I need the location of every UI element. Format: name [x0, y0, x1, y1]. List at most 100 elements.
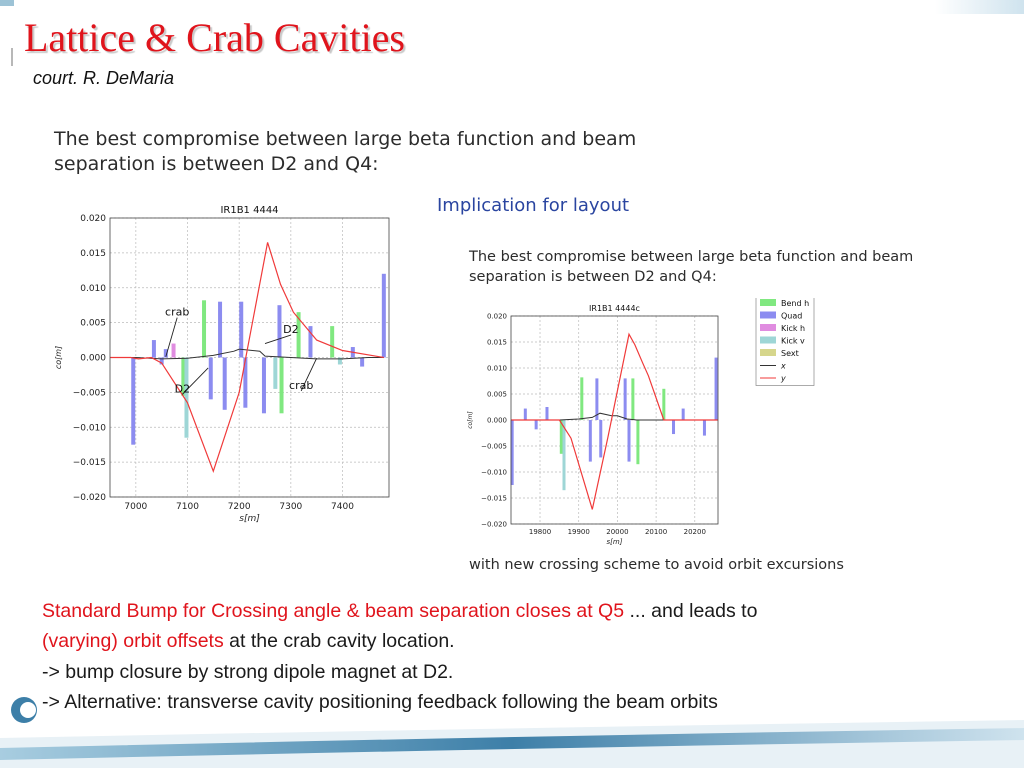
right-chart-legend-label: Sext [781, 349, 799, 358]
bottom-swoosh-dark [0, 728, 1024, 760]
right-lead-text: The best compromise between large beta f… [469, 249, 914, 286]
left-chart-y-label: co[m] [54, 346, 63, 369]
right-chart-y-label: co[m] [467, 411, 474, 429]
left-chart-element-bar-bend_h [296, 312, 301, 358]
right-chart-legend-swatch-sext [760, 349, 776, 356]
left-chart-x-tick-label: 7400 [331, 502, 354, 512]
right-chart-series-y [511, 332, 718, 510]
left-chart-annotation-label: crab [289, 379, 313, 392]
left-chart-y-tick-label: −0.005 [73, 388, 106, 398]
right-chart-element-bar-quad [595, 378, 599, 420]
right-chart-element-bar-bend_h [631, 378, 635, 420]
page-subtitle: court. R. DeMaria [33, 68, 175, 88]
summary-line-1: Standard Bump for Crossing angle & beam … [42, 596, 1002, 626]
left-lead-text: The best compromise between large beta f… [54, 128, 637, 176]
left-chart-element-bar-quad [277, 305, 282, 358]
left-chart-plot-frame [109, 217, 390, 498]
left-chart-y-tick-label: 0.005 [80, 319, 106, 329]
right-chart-legend-label: Quad [781, 312, 802, 321]
right-chart-y-tick-label: 0.015 [487, 338, 507, 346]
left-chart-annotation-arrow [264, 334, 291, 344]
right-chart-element-bar-quad [523, 408, 527, 420]
right-chart-element-bar-quad [510, 420, 514, 485]
right-chart-element-bar-bend_h [559, 420, 563, 454]
orbit-chart-left: 7000 7100 7200 7300 7400 0.020 0.015 0.010 0.005… [54, 205, 390, 524]
left-chart-element-bar-quad [308, 326, 313, 358]
right-chart-plot-frame [510, 315, 719, 525]
left-chart-element-bar-quad [218, 301, 223, 358]
right-chart-element-bar-quad [545, 407, 549, 420]
right-chart-x-tick-label: 20100 [645, 528, 667, 536]
left-chart-annotation-label: D2 [283, 323, 298, 336]
right-chart-title: IR1B1 4444c [589, 304, 640, 313]
left-chart-y-tick-label: 0.015 [80, 249, 106, 259]
left-chart-y-tick-label: 0.000 [80, 354, 106, 364]
left-chart-x-tick-label: 7200 [228, 502, 251, 512]
right-chart-element-bar-kick_v [562, 420, 566, 491]
right-chart-y-tick-label: 0.020 [487, 312, 507, 320]
right-chart-legend-swatch-kick_v [760, 336, 776, 344]
right-chart-x-tick-label: 19900 [568, 528, 590, 536]
right-chart-legend-label: Kick h [781, 324, 805, 333]
right-chart-legend-swatch-bend_h [760, 299, 776, 306]
left-chart-element-bar-quad [208, 357, 213, 400]
right-chart-legend-label: Bend h [781, 299, 809, 308]
right-chart-y-tick-label: 0.005 [487, 390, 507, 398]
summary-line-3: -> bump closure by strong dipole magnet … [42, 660, 454, 683]
left-chart-x-tick-label: 7100 [176, 502, 199, 512]
right-chart-y-tick-label: −0.020 [481, 520, 507, 528]
left-chart-element-bar-kick_v [337, 357, 342, 365]
left-chart-annotation-label: crab [165, 306, 189, 319]
right-chart-y-tick-label: 0.010 [487, 364, 507, 372]
orbit-chart-right: 19800 19900 20000 20100 20200 0.020 0.015 0.010… [467, 298, 815, 546]
top-left-marker [0, 0, 14, 6]
right-chart-element-bar-quad [623, 378, 627, 420]
logo-icon-inner [20, 702, 36, 718]
right-chart-element-bar-quad [588, 420, 592, 462]
right-chart-element-bar-bend_h [580, 377, 584, 420]
left-chart-y-tick-label: 0.020 [80, 214, 106, 224]
right-chart-y-tick-label: −0.010 [481, 468, 507, 476]
summary-line-2-red: (varying) orbit offsets [42, 630, 224, 653]
left-chart-y-tick-label: −0.010 [73, 423, 107, 433]
left-chart-annotation-arrow [182, 367, 209, 395]
top-right-band [935, 0, 1024, 14]
implication-heading: Implication for layout [437, 195, 630, 216]
summary-line-1-red: Standard Bump for Crossing angle & beam … [42, 600, 625, 622]
summary-line-1-rest: ... and leads to [624, 600, 758, 622]
left-chart-element-bar-bend_h [181, 357, 186, 396]
left-chart-x-tick-label: 7000 [124, 502, 147, 512]
right-chart-element-bar-quad [681, 408, 685, 420]
left-chart-series-y [110, 242, 384, 474]
summary-line-2: (varying) orbit offsets at the crab cavi… [42, 626, 1002, 656]
left-chart-y-tick-label: −0.020 [73, 493, 107, 503]
right-chart-element-bar-quad [534, 420, 538, 430]
right-chart-element-bar-bend_h [662, 388, 666, 420]
left-chart-element-bar-quad [163, 349, 168, 358]
right-chart-element-bar-quad [714, 357, 718, 420]
left-chart-element-bar-quad [159, 357, 164, 365]
left-chart-y-tick-label: −0.015 [73, 458, 106, 468]
left-chart-x-label: s[m] [239, 514, 260, 524]
right-chart-legend-label: Kick v [781, 337, 805, 346]
left-chart-element-bar-bend_h [279, 357, 284, 414]
right-chart-legend-label: y [780, 374, 786, 383]
right-chart-x-label: s[m] [607, 538, 623, 546]
left-chart-element-bar-kick_v [273, 357, 278, 389]
left-chart-series-x [110, 348, 384, 360]
left-chart-element-bar-kick_v [184, 357, 189, 438]
right-chart-y-tick-label: −0.005 [481, 442, 507, 450]
left-rule [11, 48, 13, 66]
left-chart-element-bar-quad [360, 357, 365, 367]
right-chart-x-tick-label: 20000 [606, 528, 628, 536]
summary-line-2-rest: at the crab cavity location. [223, 630, 455, 653]
left-chart-annotation-label: D2 [175, 382, 190, 395]
right-chart-x-tick-label: 19800 [529, 528, 551, 536]
left-chart-element-bar-kick_h [171, 343, 176, 358]
right-chart-legend-swatch-kick_h [760, 324, 776, 331]
right-chart-x-tick-label: 20200 [684, 528, 706, 536]
left-chart-annotation-arrow [165, 317, 178, 357]
left-chart-element-bar-quad [381, 273, 386, 358]
left-chart-element-bar-quad [239, 301, 244, 358]
